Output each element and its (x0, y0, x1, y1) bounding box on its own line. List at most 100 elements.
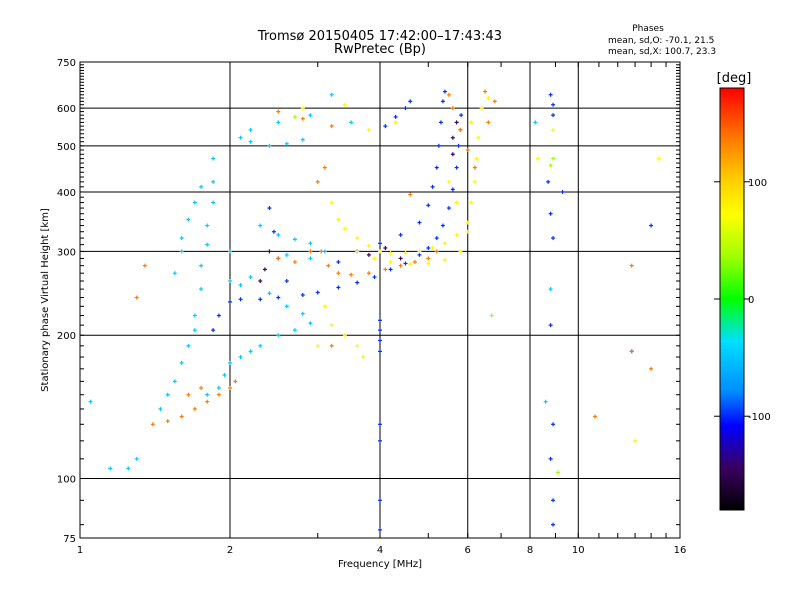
data-point (322, 165, 327, 170)
data-point (543, 399, 548, 404)
x-tick-label: 10 (572, 545, 585, 556)
data-point (238, 135, 243, 140)
data-point (336, 285, 341, 290)
data-point (361, 355, 366, 360)
data-point (378, 328, 382, 333)
y-tick-label: 100 (57, 475, 76, 486)
data-point (551, 113, 556, 118)
data-point (186, 343, 191, 348)
data-point (459, 113, 464, 118)
data-point (372, 256, 377, 261)
data-point (378, 349, 382, 354)
data-point (388, 260, 393, 265)
data-point (551, 236, 556, 241)
data-point (329, 124, 334, 129)
data-point (276, 333, 281, 338)
data-point (308, 113, 313, 118)
data-point (442, 241, 447, 246)
data-point (319, 249, 324, 254)
data-point (629, 349, 634, 354)
x-tick-label: 2 (227, 545, 233, 556)
data-point (292, 114, 297, 119)
data-point (417, 252, 422, 257)
data-point (551, 498, 556, 503)
x-tick-label: 6 (465, 545, 471, 556)
data-point (355, 280, 360, 285)
y-tick-label: 400 (57, 188, 76, 199)
data-point (300, 311, 305, 316)
data-point (199, 287, 204, 292)
data-point (186, 392, 191, 397)
data-point (292, 328, 297, 333)
data-point (315, 179, 320, 184)
data-point (656, 156, 661, 161)
data-point (366, 243, 371, 248)
y-tick-label: 300 (57, 247, 76, 258)
data-point (336, 217, 341, 222)
data-point (398, 263, 403, 268)
data-point (355, 343, 360, 348)
data-point (446, 179, 451, 184)
data-point (216, 385, 221, 390)
data-point (326, 263, 331, 268)
data-point (535, 156, 540, 161)
data-point (388, 267, 393, 272)
data-point (267, 291, 272, 296)
data-point (165, 419, 170, 424)
data-point (450, 106, 455, 111)
data-point (329, 200, 334, 205)
data-point (329, 323, 334, 328)
data-point (417, 249, 422, 254)
data-point (450, 187, 455, 192)
data-point (388, 250, 393, 255)
data-point (465, 229, 470, 234)
x-tick-label: 16 (674, 545, 687, 556)
data-point (336, 271, 341, 276)
data-point (315, 343, 320, 348)
data-point (172, 271, 177, 276)
data-point (430, 246, 435, 251)
data-point (551, 127, 556, 132)
legend-line-x: mean, sd,X: 100.7, 23.3 (608, 47, 716, 57)
data-point (551, 422, 556, 427)
colorbar (719, 87, 745, 511)
data-point (248, 349, 253, 354)
data-point (142, 263, 147, 268)
data-point (492, 99, 497, 104)
data-point (436, 143, 441, 148)
data-point (205, 242, 210, 247)
data-point (322, 249, 327, 254)
data-point (238, 297, 243, 302)
data-point (276, 295, 281, 300)
data-point (342, 102, 347, 107)
data-point (267, 249, 272, 254)
data-point (271, 229, 276, 234)
data-point (458, 127, 463, 132)
data-point (378, 527, 382, 532)
data-point (469, 200, 474, 205)
data-point (192, 406, 197, 411)
data-point (408, 262, 413, 267)
data-point (366, 252, 371, 257)
data-point (216, 392, 221, 397)
data-point (383, 124, 388, 129)
data-point (551, 102, 556, 107)
data-point (315, 290, 320, 295)
data-point (408, 99, 413, 104)
data-point (403, 261, 408, 266)
data-point (417, 220, 422, 225)
data-point (205, 392, 210, 397)
data-point (222, 373, 227, 378)
data-point (248, 127, 253, 132)
colorbar-tick-label: 100 (748, 178, 767, 189)
data-point (440, 99, 445, 104)
data-point (284, 252, 289, 257)
data-point (548, 323, 553, 328)
data-point (248, 275, 253, 280)
data-point (186, 217, 191, 222)
data-point (442, 257, 447, 262)
colorbar-tick-label: 0 (748, 295, 754, 306)
data-point (228, 279, 232, 284)
data-point (262, 267, 267, 272)
